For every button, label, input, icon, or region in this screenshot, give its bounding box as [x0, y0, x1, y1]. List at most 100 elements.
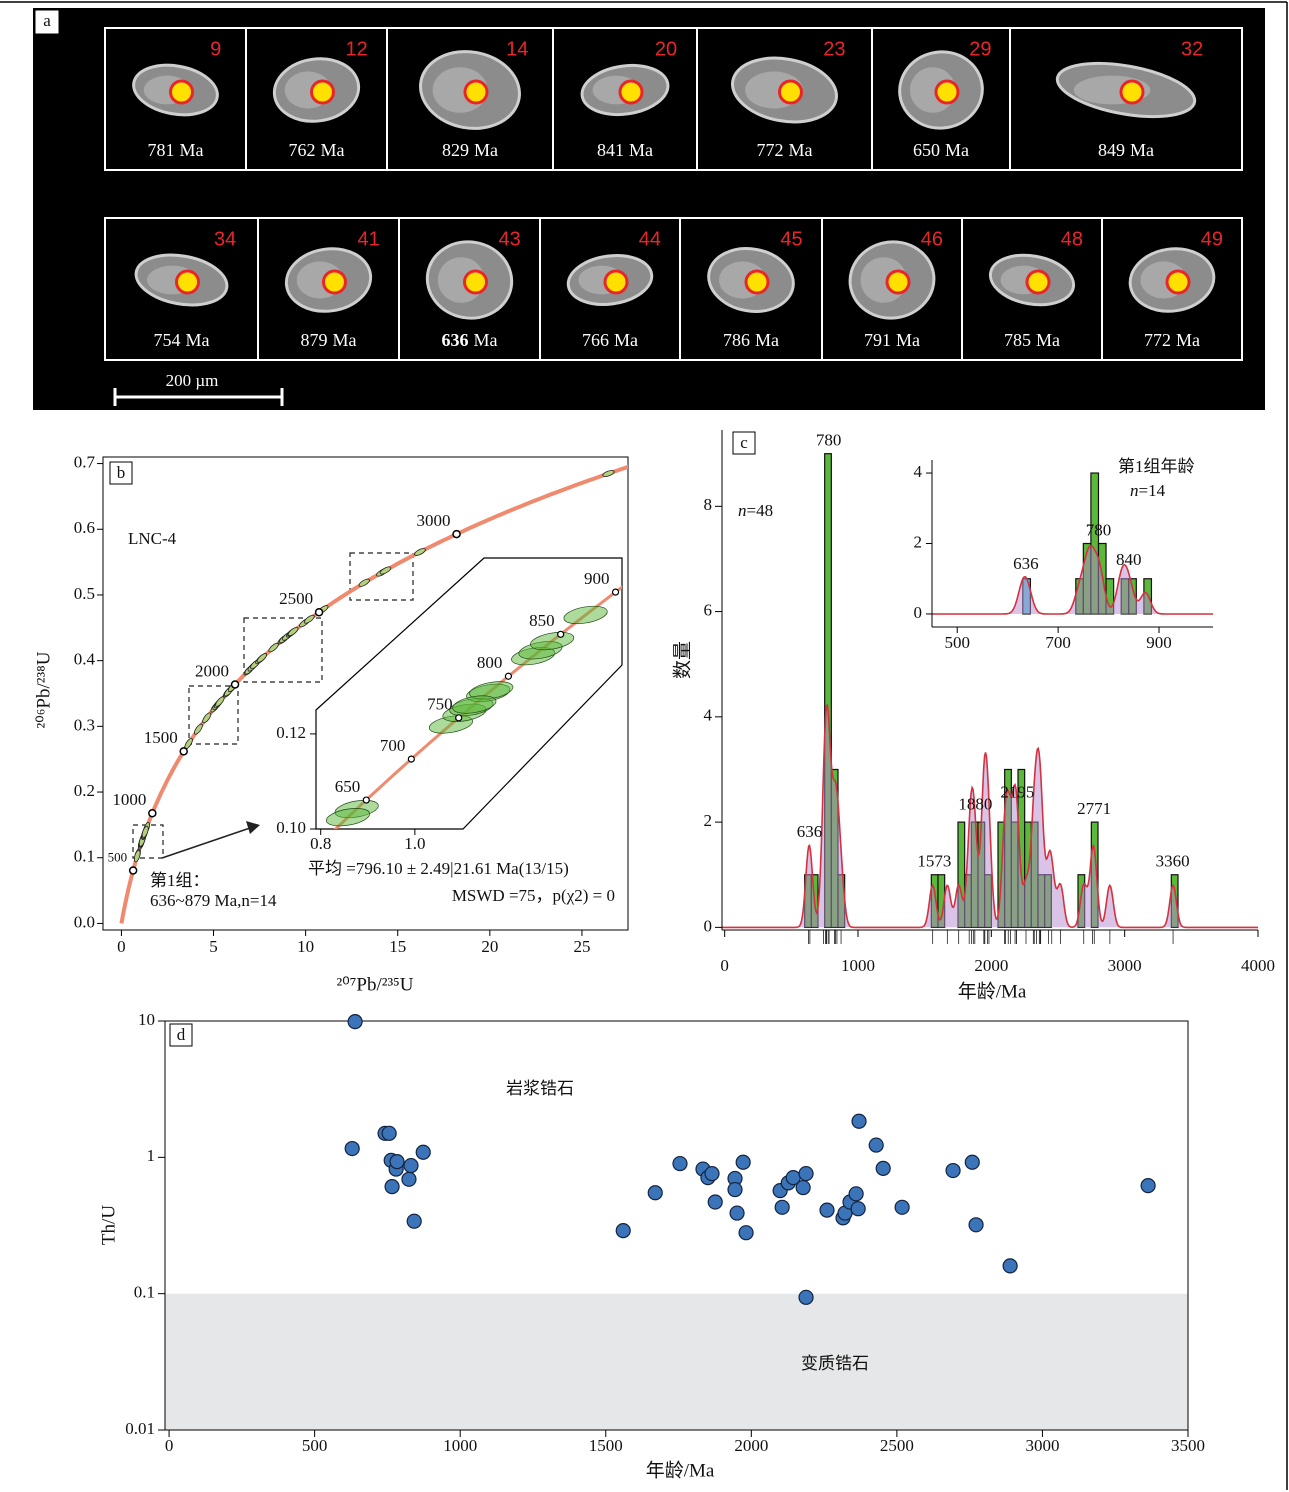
analysis-ellipse — [414, 547, 427, 557]
shaded-region — [165, 1294, 1188, 1430]
age-marker-label: 1500 — [144, 728, 178, 747]
analysis-spot — [465, 81, 487, 103]
y-tick-label: 10 — [138, 1010, 155, 1029]
analysis-spot — [465, 271, 487, 293]
data-point — [736, 1155, 750, 1169]
peak-label: 636 — [1013, 554, 1039, 573]
age-value: 841 — [597, 140, 624, 160]
data-point — [1141, 1179, 1155, 1193]
age-value: 879 — [301, 330, 328, 350]
page: a 200 µm 9781Ma12762Ma14829Ma20841Ma2377… — [0, 0, 1289, 1492]
peak-label: 1573 — [917, 852, 951, 871]
analysis-spot — [746, 271, 768, 293]
age-marker — [232, 681, 239, 688]
spot-number: 29 — [969, 38, 991, 60]
spot-number: 49 — [1201, 228, 1223, 250]
sample-size: n=48 — [738, 501, 773, 520]
data-point — [730, 1206, 744, 1220]
data-point — [382, 1126, 396, 1140]
x-axis-label: 年龄/Ma — [646, 1459, 715, 1481]
panel-label: d — [177, 1025, 186, 1044]
age-value: 785 — [1004, 330, 1031, 350]
analysis-ellipse — [201, 712, 212, 724]
region-label: 岩浆锆石 — [506, 1079, 574, 1098]
age-marker — [456, 715, 462, 721]
y-tick-label: 0.01 — [125, 1419, 155, 1438]
data-point — [1003, 1259, 1017, 1273]
y-tick-label: 0 — [704, 916, 713, 935]
spot-number: 32 — [1181, 38, 1203, 60]
data-point — [775, 1200, 789, 1214]
age-unit: Ma — [474, 330, 498, 350]
data-point — [708, 1195, 722, 1209]
y-tick-label: 0.5 — [74, 584, 95, 603]
x-tick-label: 0 — [720, 956, 729, 975]
age-value: 791 — [864, 330, 891, 350]
peak-label: 780 — [1086, 520, 1112, 539]
y-tick-label: 0.3 — [74, 715, 95, 734]
age-unit: Ma — [321, 140, 345, 160]
y-tick-label: 2 — [914, 532, 923, 551]
age-unit: Ma — [896, 330, 920, 350]
annotation: MSWD =75，p(χ2) = 0 — [452, 886, 615, 905]
age-unit: Ma — [180, 140, 204, 160]
age-value: 849 — [1098, 140, 1125, 160]
panel-label: b — [117, 463, 126, 482]
age-unit: Ma — [186, 330, 210, 350]
data-point — [969, 1218, 983, 1232]
x-tick-label: 25 — [573, 937, 590, 956]
analysis-ellipse — [133, 850, 141, 863]
figure: a 200 µm 9781Ma12762Ma14829Ma20841Ma2377… — [0, 0, 1289, 1492]
peak-label: 2771 — [1077, 799, 1111, 818]
peak-label: 636 — [797, 822, 823, 841]
age-unit: Ma — [614, 330, 638, 350]
spot-number: 20 — [655, 38, 677, 60]
age-marker-label: 3000 — [417, 511, 451, 530]
x-tick-label: 1500 — [589, 1436, 623, 1455]
x-tick-label: 1000 — [841, 956, 875, 975]
analysis-ellipse — [141, 825, 150, 838]
y-tick-label: 4 — [914, 462, 923, 481]
spot-number: 14 — [506, 38, 528, 60]
data-point — [851, 1202, 865, 1216]
data-point — [799, 1167, 813, 1181]
data-point — [648, 1186, 662, 1200]
x-tick-label: 3500 — [1171, 1436, 1205, 1455]
age-value: 650 — [913, 140, 940, 160]
age-value: 786 — [723, 330, 750, 350]
x-tick-label: 3000 — [1108, 956, 1142, 975]
age-marker — [558, 631, 564, 637]
peak-label: 840 — [1116, 550, 1142, 569]
annotation: 平均 =796.10 ± 2.49|21.61 Ma(13/15) — [308, 859, 569, 878]
age-marker — [613, 589, 619, 595]
analysis-ellipse — [379, 565, 392, 575]
data-point — [390, 1155, 404, 1169]
age-marker — [408, 756, 414, 762]
spot-number: 43 — [499, 228, 521, 250]
spot-number: 9 — [210, 38, 221, 60]
x-tick-label: 0 — [165, 1436, 174, 1455]
spot-number: 46 — [921, 228, 943, 250]
x-tick-label: 2000 — [734, 1436, 768, 1455]
spot-number: 48 — [1061, 228, 1083, 250]
age-unit: Ma — [474, 140, 498, 160]
y-tick-label: 0.1 — [134, 1283, 155, 1302]
analysis-ellipse — [602, 469, 615, 477]
data-point — [869, 1138, 883, 1152]
data-point — [385, 1180, 399, 1194]
data-point — [728, 1183, 742, 1197]
y-axis-label: ²⁰⁶Pb/²³⁸U — [33, 651, 54, 728]
data-point — [965, 1155, 979, 1169]
y-tick-label: 8 — [704, 495, 713, 514]
x-tick-label: 500 — [302, 1436, 328, 1455]
x-tick-label: 5 — [209, 937, 218, 956]
y-tick-label: 0.4 — [74, 650, 96, 669]
concordia-curve — [0, 507, 734, 1305]
x-tick-label: 1.0 — [404, 834, 425, 853]
x-axis-label: ²⁰⁷Pb/²³⁵U — [336, 974, 413, 995]
x-tick-label: 500 — [944, 633, 970, 652]
peak-label: 3360 — [1156, 852, 1190, 871]
x-tick-label: 2000 — [974, 956, 1008, 975]
y-tick-label: 6 — [704, 600, 713, 619]
age-unit: Ma — [945, 140, 969, 160]
